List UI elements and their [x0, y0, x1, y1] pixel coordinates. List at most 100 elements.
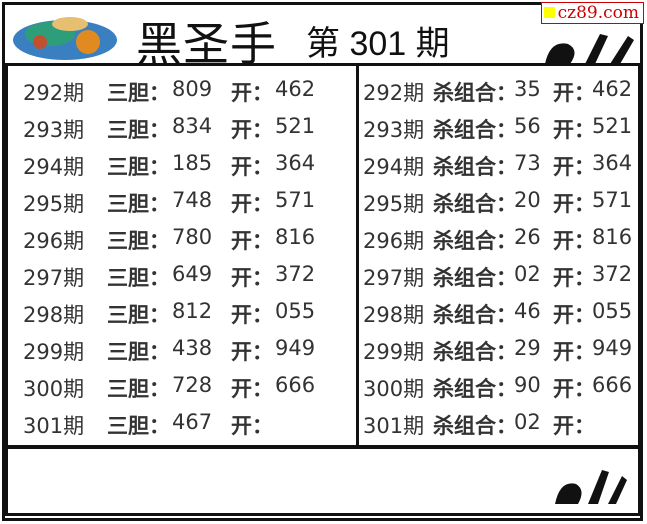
- draw-label: 开：: [553, 118, 595, 142]
- kill-value: 35: [514, 77, 541, 101]
- period-label: 294期: [23, 155, 85, 179]
- key-label: 三胆：: [107, 229, 170, 253]
- draw-label: 开：: [231, 155, 273, 179]
- period-label: 296期: [363, 229, 425, 253]
- key-label: 杀组合：: [433, 266, 517, 290]
- key-label: 三胆：: [107, 155, 170, 179]
- issue-number: 第 301 期: [306, 25, 450, 63]
- hand-drawn-mark-icon: [545, 34, 634, 64]
- draw-label: 开：: [553, 340, 595, 364]
- kill-value: 20: [514, 188, 541, 212]
- draw-label: 开：: [231, 118, 273, 142]
- key-label: 三胆：: [107, 81, 170, 105]
- period-label: 295期: [23, 192, 85, 216]
- key-label: 杀组合：: [433, 340, 517, 364]
- dan-value: 780: [172, 225, 213, 249]
- period-label: 300期: [23, 377, 85, 401]
- draw-value: 364: [275, 151, 316, 175]
- dan-value: 728: [172, 373, 213, 397]
- key-label: 杀组合：: [433, 155, 517, 179]
- draw-value: 462: [592, 77, 633, 101]
- key-label: 三胆：: [107, 303, 170, 327]
- draw-value: 571: [592, 188, 633, 212]
- key-label: 杀组合：: [433, 414, 517, 438]
- key-label: 三胆：: [107, 340, 170, 364]
- draw-label: 开：: [553, 303, 595, 327]
- period-label: 301期: [363, 414, 425, 438]
- period-label: 293期: [363, 118, 425, 142]
- draw-label: 开：: [231, 414, 273, 438]
- draw-label: 开：: [553, 266, 595, 290]
- draw-label: 开：: [553, 414, 595, 438]
- draw-value: 666: [592, 373, 633, 397]
- period-label: 295期: [363, 192, 425, 216]
- kill-value: 56: [514, 114, 541, 138]
- dan-value: 185: [172, 151, 213, 175]
- key-label: 三胆：: [107, 414, 170, 438]
- draw-label: 开：: [231, 229, 273, 253]
- key-label: 三胆：: [107, 266, 170, 290]
- period-label: 299期: [23, 340, 85, 364]
- draw-label: 开：: [553, 229, 595, 253]
- period-label: 299期: [363, 340, 425, 364]
- draw-value: 816: [592, 225, 633, 249]
- draw-value: 521: [275, 114, 316, 138]
- key-label: 杀组合：: [433, 81, 517, 105]
- key-label: 杀组合：: [433, 192, 517, 216]
- dan-value: 649: [172, 262, 213, 286]
- logo-icon: [13, 17, 117, 60]
- draw-value: 571: [275, 188, 316, 212]
- period-label: 292期: [363, 81, 425, 105]
- kill-value: 26: [514, 225, 541, 249]
- key-label: 杀组合：: [433, 377, 517, 401]
- draw-label: 开：: [553, 377, 595, 401]
- key-label: 杀组合：: [433, 303, 517, 327]
- draw-value: 462: [275, 77, 316, 101]
- dan-value: 438: [172, 336, 213, 360]
- hand-drawn-mark-icon: [555, 470, 627, 504]
- draw-label: 开：: [553, 192, 595, 216]
- draw-value: 055: [275, 299, 316, 323]
- draw-value: 816: [275, 225, 316, 249]
- period-label: 294期: [363, 155, 425, 179]
- kill-value: 90: [514, 373, 541, 397]
- kill-value: 46: [514, 299, 541, 323]
- draw-label: 开：: [231, 192, 273, 216]
- draw-label: 开：: [553, 155, 595, 179]
- draw-label: 开：: [231, 377, 273, 401]
- period-label: 297期: [363, 266, 425, 290]
- key-label: 三胆：: [107, 192, 170, 216]
- kill-value: 02: [514, 262, 541, 286]
- draw-label: 开：: [231, 340, 273, 364]
- draw-value: 949: [592, 336, 633, 360]
- kill-value: 02: [514, 410, 541, 434]
- draw-value: 666: [275, 373, 316, 397]
- draw-label: 开：: [553, 81, 595, 105]
- draw-value: 364: [592, 151, 633, 175]
- watermark-text: cz89.com: [557, 3, 639, 23]
- watermark-square-icon: [543, 7, 555, 18]
- draw-value: 372: [275, 262, 316, 286]
- period-label: 298期: [23, 303, 85, 327]
- draw-value: 055: [592, 299, 633, 323]
- dan-value: 809: [172, 77, 213, 101]
- draw-value: 372: [592, 262, 633, 286]
- draw-value: 949: [275, 336, 316, 360]
- page-title: 黑圣手: [136, 17, 277, 71]
- dan-value: 812: [172, 299, 213, 323]
- watermark: cz89.com: [540, 2, 644, 24]
- draw-label: 开：: [231, 81, 273, 105]
- period-label: 296期: [23, 229, 85, 253]
- key-label: 杀组合：: [433, 229, 517, 253]
- bottom-panel: [5, 446, 641, 516]
- draw-value: 521: [592, 114, 633, 138]
- kill-value: 73: [514, 151, 541, 175]
- period-label: 298期: [363, 303, 425, 327]
- kill-value: 29: [514, 336, 541, 360]
- key-label: 三胆：: [107, 118, 170, 142]
- dan-value: 748: [172, 188, 213, 212]
- dan-value: 834: [172, 114, 213, 138]
- period-label: 301期: [23, 414, 85, 438]
